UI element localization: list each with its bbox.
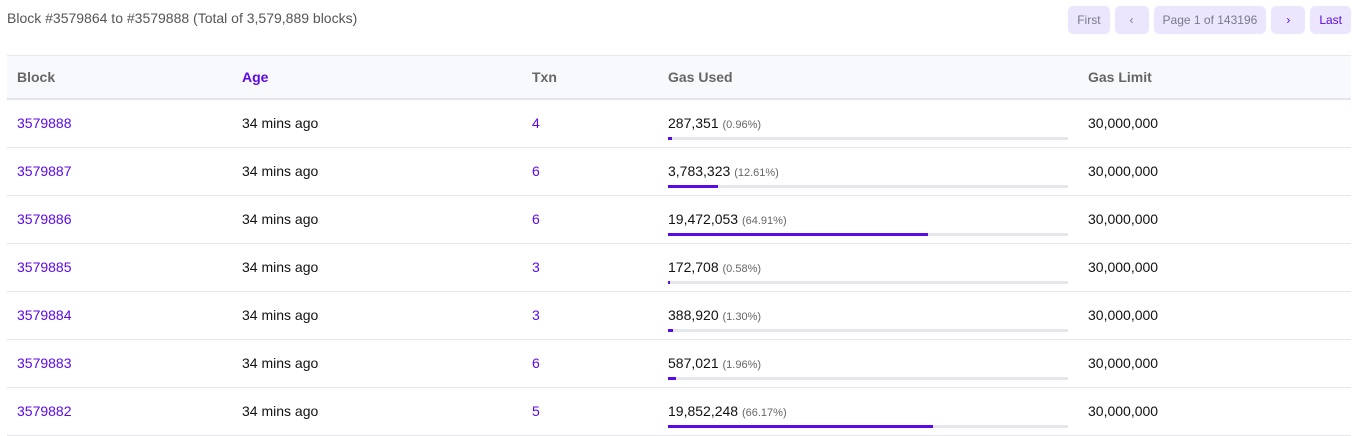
gas-used-bar <box>668 329 1068 332</box>
gas-used-bar-fill <box>668 329 674 332</box>
gas-used-bar <box>668 137 1068 140</box>
gas-used-percent: (0.96%) <box>722 119 762 131</box>
gas-used-value: 19,852,248 <box>668 403 739 419</box>
gas-used-percent: (64.91%) <box>741 215 787 227</box>
table-row: 3579886 34 mins ago 6 19,472,053 (64.91%… <box>7 195 1351 244</box>
txn-count-link[interactable]: 4 <box>532 115 540 131</box>
gas-used-percent: (1.96%) <box>722 359 762 371</box>
gas-used-bar <box>668 185 1068 188</box>
gas-used-percent: (0.58%) <box>722 263 762 275</box>
block-age: 34 mins ago <box>242 115 319 131</box>
col-gas-limit: Gas Limit <box>1088 55 1351 100</box>
block-age: 34 mins ago <box>242 259 319 275</box>
next-page-button[interactable]: › <box>1271 6 1306 34</box>
block-link[interactable]: 3579885 <box>17 259 72 275</box>
first-page-button[interactable]: First <box>1068 6 1110 34</box>
txn-count-link[interactable]: 3 <box>532 307 540 323</box>
prev-page-button[interactable]: ‹ <box>1114 6 1149 34</box>
block-link[interactable]: 3579888 <box>17 115 72 131</box>
table-row: 3579884 34 mins ago 3 388,920 (1.30%) 30… <box>7 291 1351 340</box>
block-age: 34 mins ago <box>242 163 319 179</box>
block-age: 34 mins ago <box>242 403 319 419</box>
last-page-button[interactable]: Last <box>1310 6 1351 34</box>
blocks-table: Block Age Txn Gas Used Gas Limit 3579888… <box>7 55 1351 436</box>
gas-used-bar-fill <box>668 281 671 284</box>
col-age[interactable]: Age <box>242 55 532 100</box>
blocks-summary: Block #3579864 to #3579888 (Total of 3,5… <box>7 10 358 26</box>
col-txn: Txn <box>532 55 668 100</box>
gas-used-bar-fill <box>668 185 719 188</box>
gas-used-percent: (12.61%) <box>734 167 779 179</box>
gas-used-percent: (1.30%) <box>722 311 762 323</box>
gas-used-percent: (66.17%) <box>741 407 787 419</box>
gas-used-value: 287,351 <box>668 115 719 131</box>
txn-count-link[interactable]: 3 <box>532 259 540 275</box>
block-link[interactable]: 3579882 <box>17 403 72 419</box>
block-age: 34 mins ago <box>242 307 319 323</box>
gas-limit-value: 30,000,000 <box>1088 211 1159 227</box>
table-row: 3579885 34 mins ago 3 172,708 (0.58%) 30… <box>7 243 1351 292</box>
col-gas-used: Gas Used <box>668 55 1088 100</box>
gas-used-value: 388,920 <box>668 307 719 323</box>
gas-used-bar <box>668 425 1068 428</box>
block-link[interactable]: 3579887 <box>17 163 72 179</box>
gas-limit-value: 30,000,000 <box>1088 355 1159 371</box>
page-indicator: Page 1 of 143196 <box>1153 6 1267 34</box>
txn-count-link[interactable]: 6 <box>532 211 540 227</box>
block-link[interactable]: 3579884 <box>17 307 72 323</box>
gas-used-bar <box>668 233 1068 236</box>
gas-used-bar-fill <box>668 377 676 380</box>
gas-limit-value: 30,000,000 <box>1088 115 1159 131</box>
gas-used-value: 19,472,053 <box>668 211 739 227</box>
block-link[interactable]: 3579883 <box>17 355 72 371</box>
table-header: Block Age Txn Gas Used Gas Limit <box>7 55 1351 100</box>
table-row: 3579887 34 mins ago 6 3,783,323 (12.61%)… <box>7 147 1351 196</box>
table-row: 3579888 34 mins ago 4 287,351 (0.96%) 30… <box>7 99 1351 148</box>
txn-count-link[interactable]: 6 <box>532 163 540 179</box>
gas-limit-value: 30,000,000 <box>1088 259 1159 275</box>
block-link[interactable]: 3579886 <box>17 211 72 227</box>
gas-used-value: 172,708 <box>668 259 719 275</box>
gas-used-value: 587,021 <box>668 355 719 371</box>
gas-used-bar-fill <box>668 137 672 140</box>
txn-count-link[interactable]: 6 <box>532 355 540 371</box>
pagination: First ‹ Page 1 of 143196 › Last <box>1068 6 1351 34</box>
table-row: 3579882 34 mins ago 5 19,852,248 (66.17%… <box>7 387 1351 436</box>
gas-used-bar-fill <box>668 233 928 236</box>
gas-limit-value: 30,000,000 <box>1088 163 1159 179</box>
gas-used-bar <box>668 377 1068 380</box>
gas-limit-value: 30,000,000 <box>1088 307 1159 323</box>
gas-limit-value: 30,000,000 <box>1088 403 1159 419</box>
table-row: 3579883 34 mins ago 6 587,021 (1.96%) 30… <box>7 339 1351 388</box>
block-age: 34 mins ago <box>242 211 319 227</box>
gas-used-bar <box>668 281 1068 284</box>
gas-used-value: 3,783,323 <box>668 163 731 179</box>
txn-count-link[interactable]: 5 <box>532 403 540 419</box>
gas-used-bar-fill <box>668 425 933 428</box>
block-age: 34 mins ago <box>242 355 319 371</box>
col-block: Block <box>7 55 242 100</box>
